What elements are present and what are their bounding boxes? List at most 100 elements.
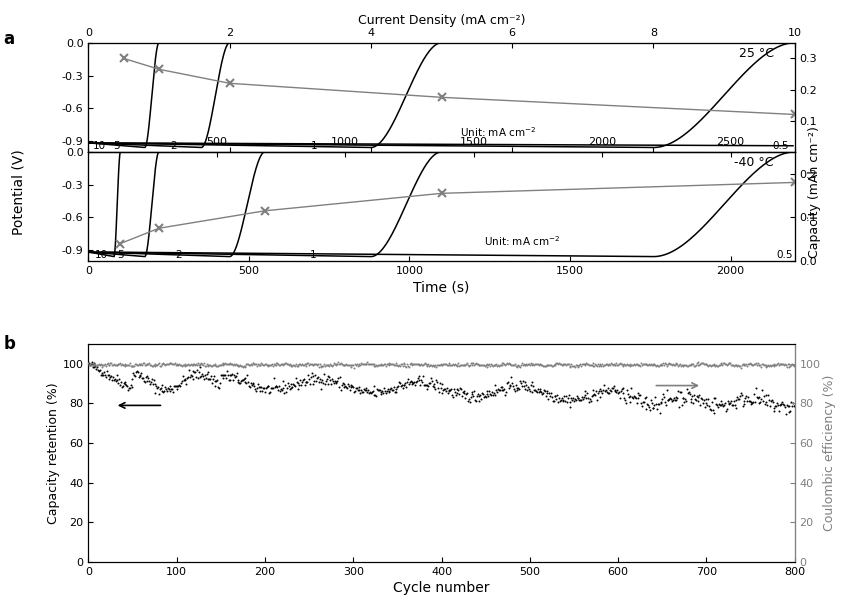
Text: 2: 2 xyxy=(175,250,182,260)
Point xyxy=(176,360,189,370)
Point xyxy=(732,393,745,403)
Point xyxy=(309,359,323,369)
Point xyxy=(87,360,101,370)
Point xyxy=(563,402,576,412)
Point xyxy=(558,391,571,401)
Point xyxy=(785,401,799,411)
Point xyxy=(720,404,733,414)
Point xyxy=(666,395,680,405)
Point xyxy=(109,376,123,386)
Point xyxy=(211,382,225,392)
Point xyxy=(161,383,174,393)
Point xyxy=(661,359,674,368)
Point xyxy=(452,386,465,395)
Point xyxy=(220,359,234,368)
Point xyxy=(449,360,463,370)
Point xyxy=(627,393,640,403)
Point xyxy=(296,375,309,385)
Point xyxy=(362,386,375,395)
Point xyxy=(277,360,290,370)
Point xyxy=(140,371,153,381)
Point xyxy=(461,360,474,370)
Point xyxy=(751,358,764,368)
Point xyxy=(114,360,128,370)
Point xyxy=(230,362,244,371)
Point xyxy=(165,384,178,394)
Point xyxy=(335,380,348,390)
Point xyxy=(681,388,695,398)
Point xyxy=(102,360,115,370)
Point xyxy=(689,395,702,405)
Point xyxy=(416,371,430,381)
Point xyxy=(643,402,656,412)
Point xyxy=(771,400,785,410)
Point xyxy=(201,374,214,384)
Point xyxy=(620,385,634,395)
Point xyxy=(785,397,798,407)
Point xyxy=(189,372,203,382)
Point xyxy=(578,359,591,369)
Point xyxy=(609,385,622,395)
Point xyxy=(149,360,162,370)
Point xyxy=(782,359,796,369)
Point xyxy=(217,373,230,382)
Point xyxy=(288,360,302,370)
Point xyxy=(210,362,224,371)
Point xyxy=(766,360,780,370)
Point xyxy=(630,359,643,368)
Point xyxy=(328,359,341,368)
Point xyxy=(654,360,668,370)
Point xyxy=(134,370,147,379)
Point xyxy=(721,359,734,369)
Point xyxy=(729,360,743,370)
Point xyxy=(756,359,770,369)
Point xyxy=(153,360,167,370)
Point xyxy=(532,360,546,370)
Point xyxy=(553,397,567,406)
Point xyxy=(627,359,641,368)
Point xyxy=(369,360,383,370)
Point xyxy=(334,385,347,395)
Point xyxy=(433,378,447,388)
Point xyxy=(452,389,466,399)
Point xyxy=(377,389,390,398)
Point xyxy=(495,360,508,370)
Point xyxy=(284,360,298,370)
Point xyxy=(136,373,150,382)
Point xyxy=(758,360,771,370)
Point xyxy=(571,360,584,370)
Point xyxy=(574,360,587,370)
Point xyxy=(389,360,403,370)
Point xyxy=(498,359,511,368)
Point xyxy=(573,360,586,370)
Point xyxy=(166,359,179,368)
Point xyxy=(482,360,495,370)
Point xyxy=(620,359,634,369)
Point xyxy=(114,358,127,368)
Point xyxy=(426,360,440,370)
Point xyxy=(658,360,671,370)
Point xyxy=(111,360,124,370)
Point xyxy=(717,401,730,411)
Point xyxy=(315,375,329,385)
Point xyxy=(685,360,699,370)
Point xyxy=(367,390,380,400)
Point xyxy=(219,359,232,368)
Point xyxy=(560,398,574,408)
Point xyxy=(316,378,330,388)
Point xyxy=(759,390,773,400)
Point xyxy=(775,359,788,368)
Point xyxy=(623,359,637,368)
Point xyxy=(734,363,748,373)
Point xyxy=(650,404,664,414)
Point xyxy=(89,364,103,374)
Point xyxy=(689,360,702,370)
Point xyxy=(405,379,418,389)
Point xyxy=(545,362,558,371)
Point xyxy=(537,389,550,398)
Point xyxy=(520,380,533,390)
Point xyxy=(286,382,299,392)
Point xyxy=(228,372,241,382)
Point xyxy=(454,384,468,394)
Point xyxy=(263,360,277,370)
